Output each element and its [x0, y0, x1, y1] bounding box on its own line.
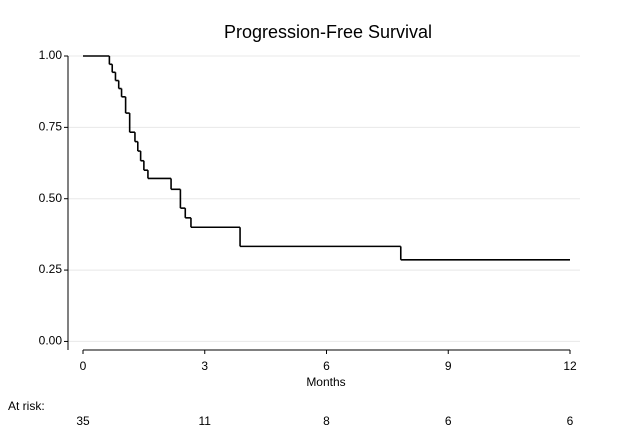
at-risk-count: 6 [445, 414, 452, 428]
y-tick-label: 0.75 [39, 120, 63, 134]
y-tick-label: 1.00 [39, 48, 63, 62]
at-risk-count: 11 [199, 414, 212, 428]
at-risk-count: 35 [76, 414, 90, 428]
x-tick-label: 0 [80, 359, 87, 373]
x-tick-label: 3 [201, 359, 208, 373]
at-risk-count: 8 [323, 414, 330, 428]
x-axis-label: Months [306, 375, 345, 389]
x-tick-label: 9 [445, 359, 452, 373]
x-tick-label: 12 [563, 359, 577, 373]
y-tick-label: 0.00 [39, 334, 63, 348]
at-risk-count: 6 [567, 414, 574, 428]
chart-title: Progression-Free Survival [224, 22, 432, 42]
y-tick-label: 0.25 [39, 262, 63, 276]
y-tick-label: 0.50 [39, 191, 63, 205]
x-tick-label: 6 [323, 359, 330, 373]
at-risk-label: At risk: [8, 399, 45, 413]
